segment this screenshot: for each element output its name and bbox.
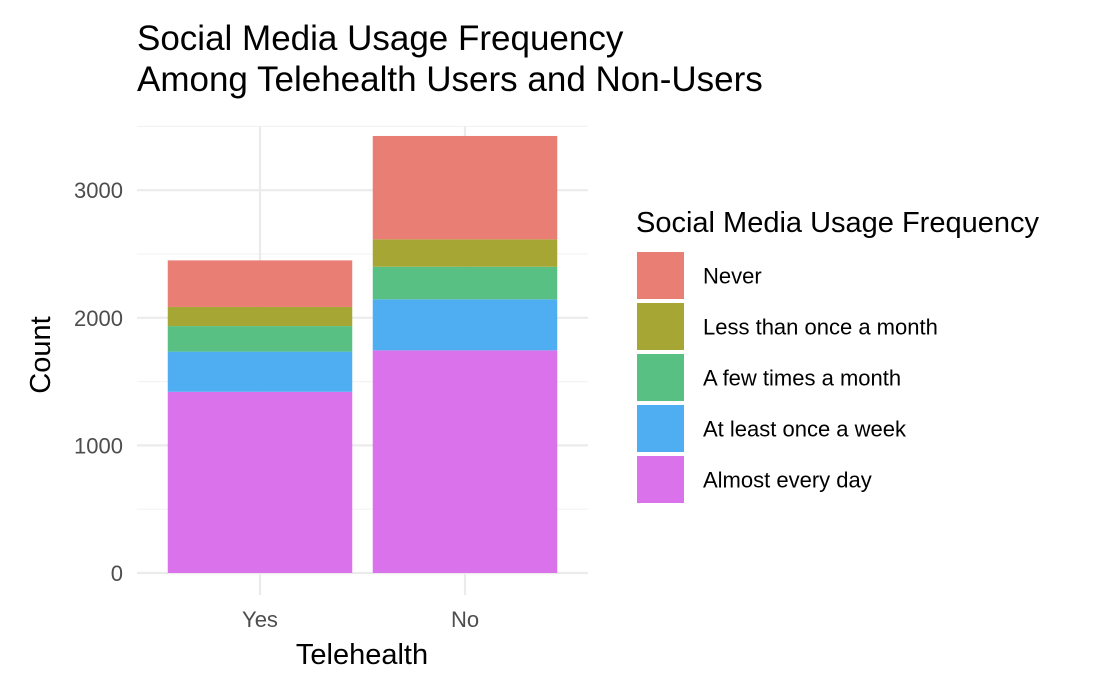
legend-key bbox=[637, 252, 684, 299]
legend-key bbox=[637, 405, 684, 452]
legend-label: Less than once a month bbox=[703, 315, 938, 340]
bar-segment bbox=[167, 326, 353, 352]
y-axis-ticks: 0 1000 2000 3000 bbox=[74, 178, 123, 586]
bar-segment bbox=[167, 351, 353, 392]
bar-segment bbox=[372, 135, 558, 240]
legend-label: Almost every day bbox=[703, 468, 872, 493]
legend-label: At least once a week bbox=[703, 417, 907, 442]
bar-segment bbox=[372, 350, 558, 573]
bar-segment bbox=[167, 306, 353, 327]
legend-label: A few times a month bbox=[703, 366, 901, 391]
chart-title-line-1: Social Media Usage Frequency bbox=[137, 19, 624, 58]
chart-title-line-2: Among Telehealth Users and Non-Users bbox=[137, 60, 763, 99]
legend-key bbox=[637, 303, 684, 350]
chart-title: Social Media Usage Frequency Among Teleh… bbox=[137, 19, 763, 99]
legend-label: Never bbox=[703, 264, 762, 289]
y-tick-label: 2000 bbox=[74, 306, 123, 331]
legend-key bbox=[637, 456, 684, 503]
y-tick-label: 0 bbox=[111, 561, 123, 586]
legend-key bbox=[637, 354, 684, 401]
bar-segment bbox=[167, 391, 353, 573]
bar-segment bbox=[372, 299, 558, 351]
x-tick-label: Yes bbox=[242, 607, 278, 632]
y-tick-label: 1000 bbox=[74, 433, 123, 458]
y-tick-label: 3000 bbox=[74, 178, 123, 203]
legend: Social Media Usage Frequency Never Less t… bbox=[636, 207, 1039, 503]
bar-segment bbox=[372, 266, 558, 300]
x-tick-label: No bbox=[451, 607, 479, 632]
bar-segment bbox=[167, 260, 353, 307]
y-axis-title: Count bbox=[25, 316, 57, 393]
bar-segment bbox=[372, 239, 558, 267]
x-axis-ticks: Yes No bbox=[242, 607, 479, 632]
legend-title: Social Media Usage Frequency bbox=[636, 207, 1039, 239]
plot-bars bbox=[167, 135, 558, 573]
x-axis-title: Telehealth bbox=[296, 639, 428, 671]
